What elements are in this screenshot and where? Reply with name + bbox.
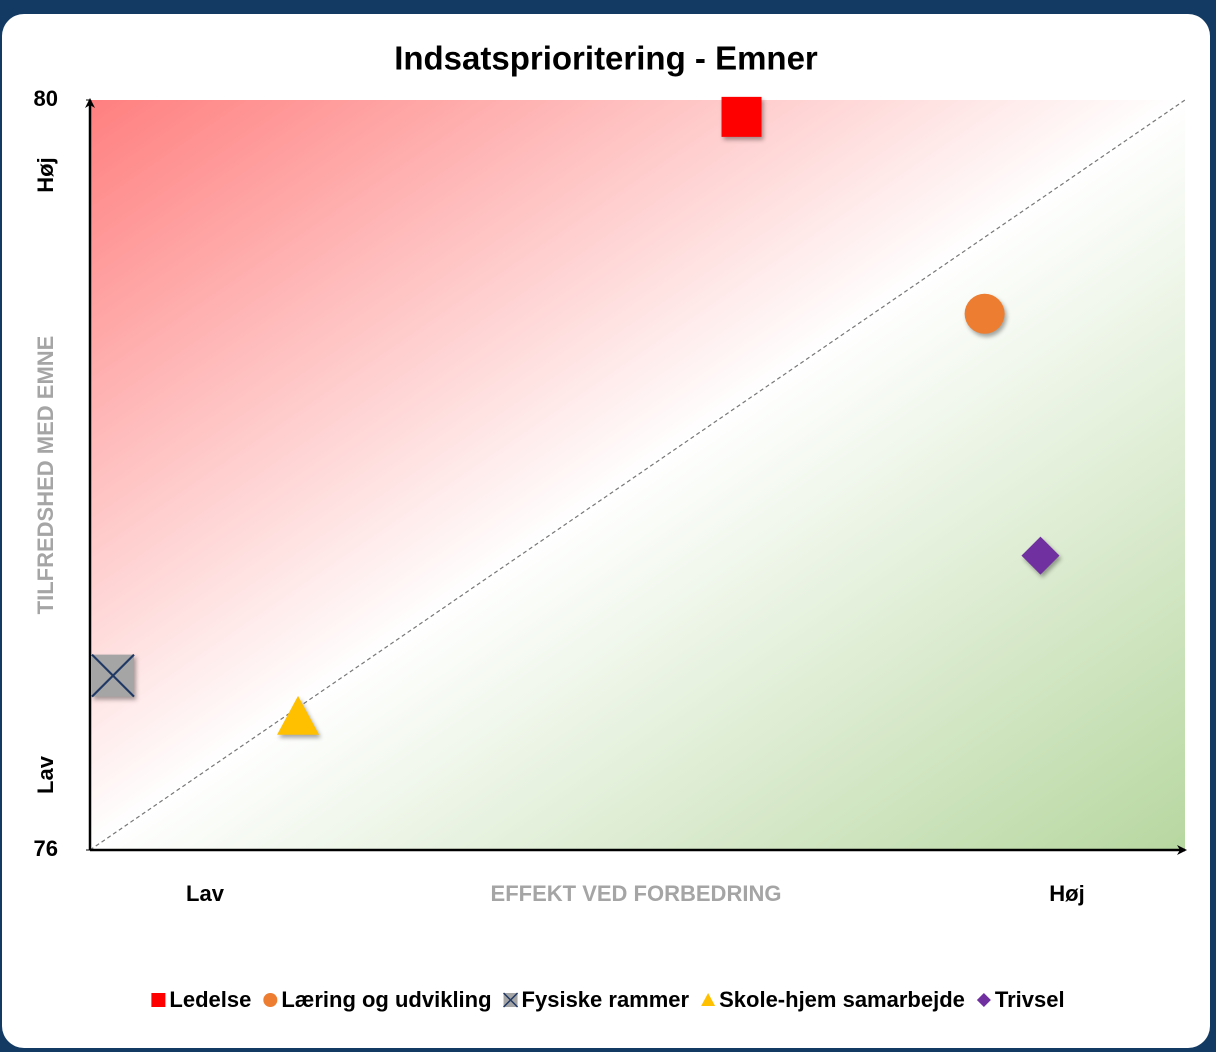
y-axis-title: TILFREDSHED MED EMNE — [33, 336, 58, 615]
legend-label: Læring og udvikling — [281, 987, 491, 1012]
marker — [1021, 536, 1060, 575]
x-axis-title: EFFEKT VED FORBEDRING — [491, 881, 782, 906]
y-end-label: Lav — [33, 755, 58, 794]
marker-cross — [503, 992, 519, 1008]
legend: Ledelse Læring og udvikling Fysiske rammer… — [151, 987, 1065, 1012]
marker — [151, 993, 166, 1007]
marker — [964, 293, 1005, 334]
marker — [91, 653, 135, 698]
y-tick-label: 76 — [34, 836, 58, 861]
marker — [277, 695, 320, 735]
y-tick-label: 80 — [34, 86, 58, 111]
legend-label: Fysiske rammer — [522, 987, 690, 1012]
marker — [701, 993, 716, 1006]
marker — [976, 993, 991, 1007]
marker — [263, 993, 278, 1007]
marker — [503, 992, 519, 1008]
legend-label: Ledelse — [169, 987, 251, 1012]
legend-item: Skole-hjem samarbejde — [701, 987, 965, 1012]
diagonal — [89, 99, 1186, 851]
legend-item: Ledelse — [151, 987, 251, 1012]
marker — [721, 96, 762, 137]
y-end-label: Høj — [33, 157, 58, 192]
legend-item: Læring og udvikling — [263, 987, 492, 1012]
legend-item: Trivsel — [976, 987, 1065, 1012]
legend-label: Skole-hjem samarbejde — [719, 987, 965, 1012]
x-end-label: Lav — [186, 881, 225, 906]
chart-title: Indsatsprioritering - Emner — [394, 40, 818, 77]
x-end-label: Høj — [1049, 881, 1084, 906]
marker-cross — [91, 653, 135, 698]
legend-label: Trivsel — [995, 987, 1065, 1012]
legend-item: Fysiske rammer — [503, 987, 690, 1012]
